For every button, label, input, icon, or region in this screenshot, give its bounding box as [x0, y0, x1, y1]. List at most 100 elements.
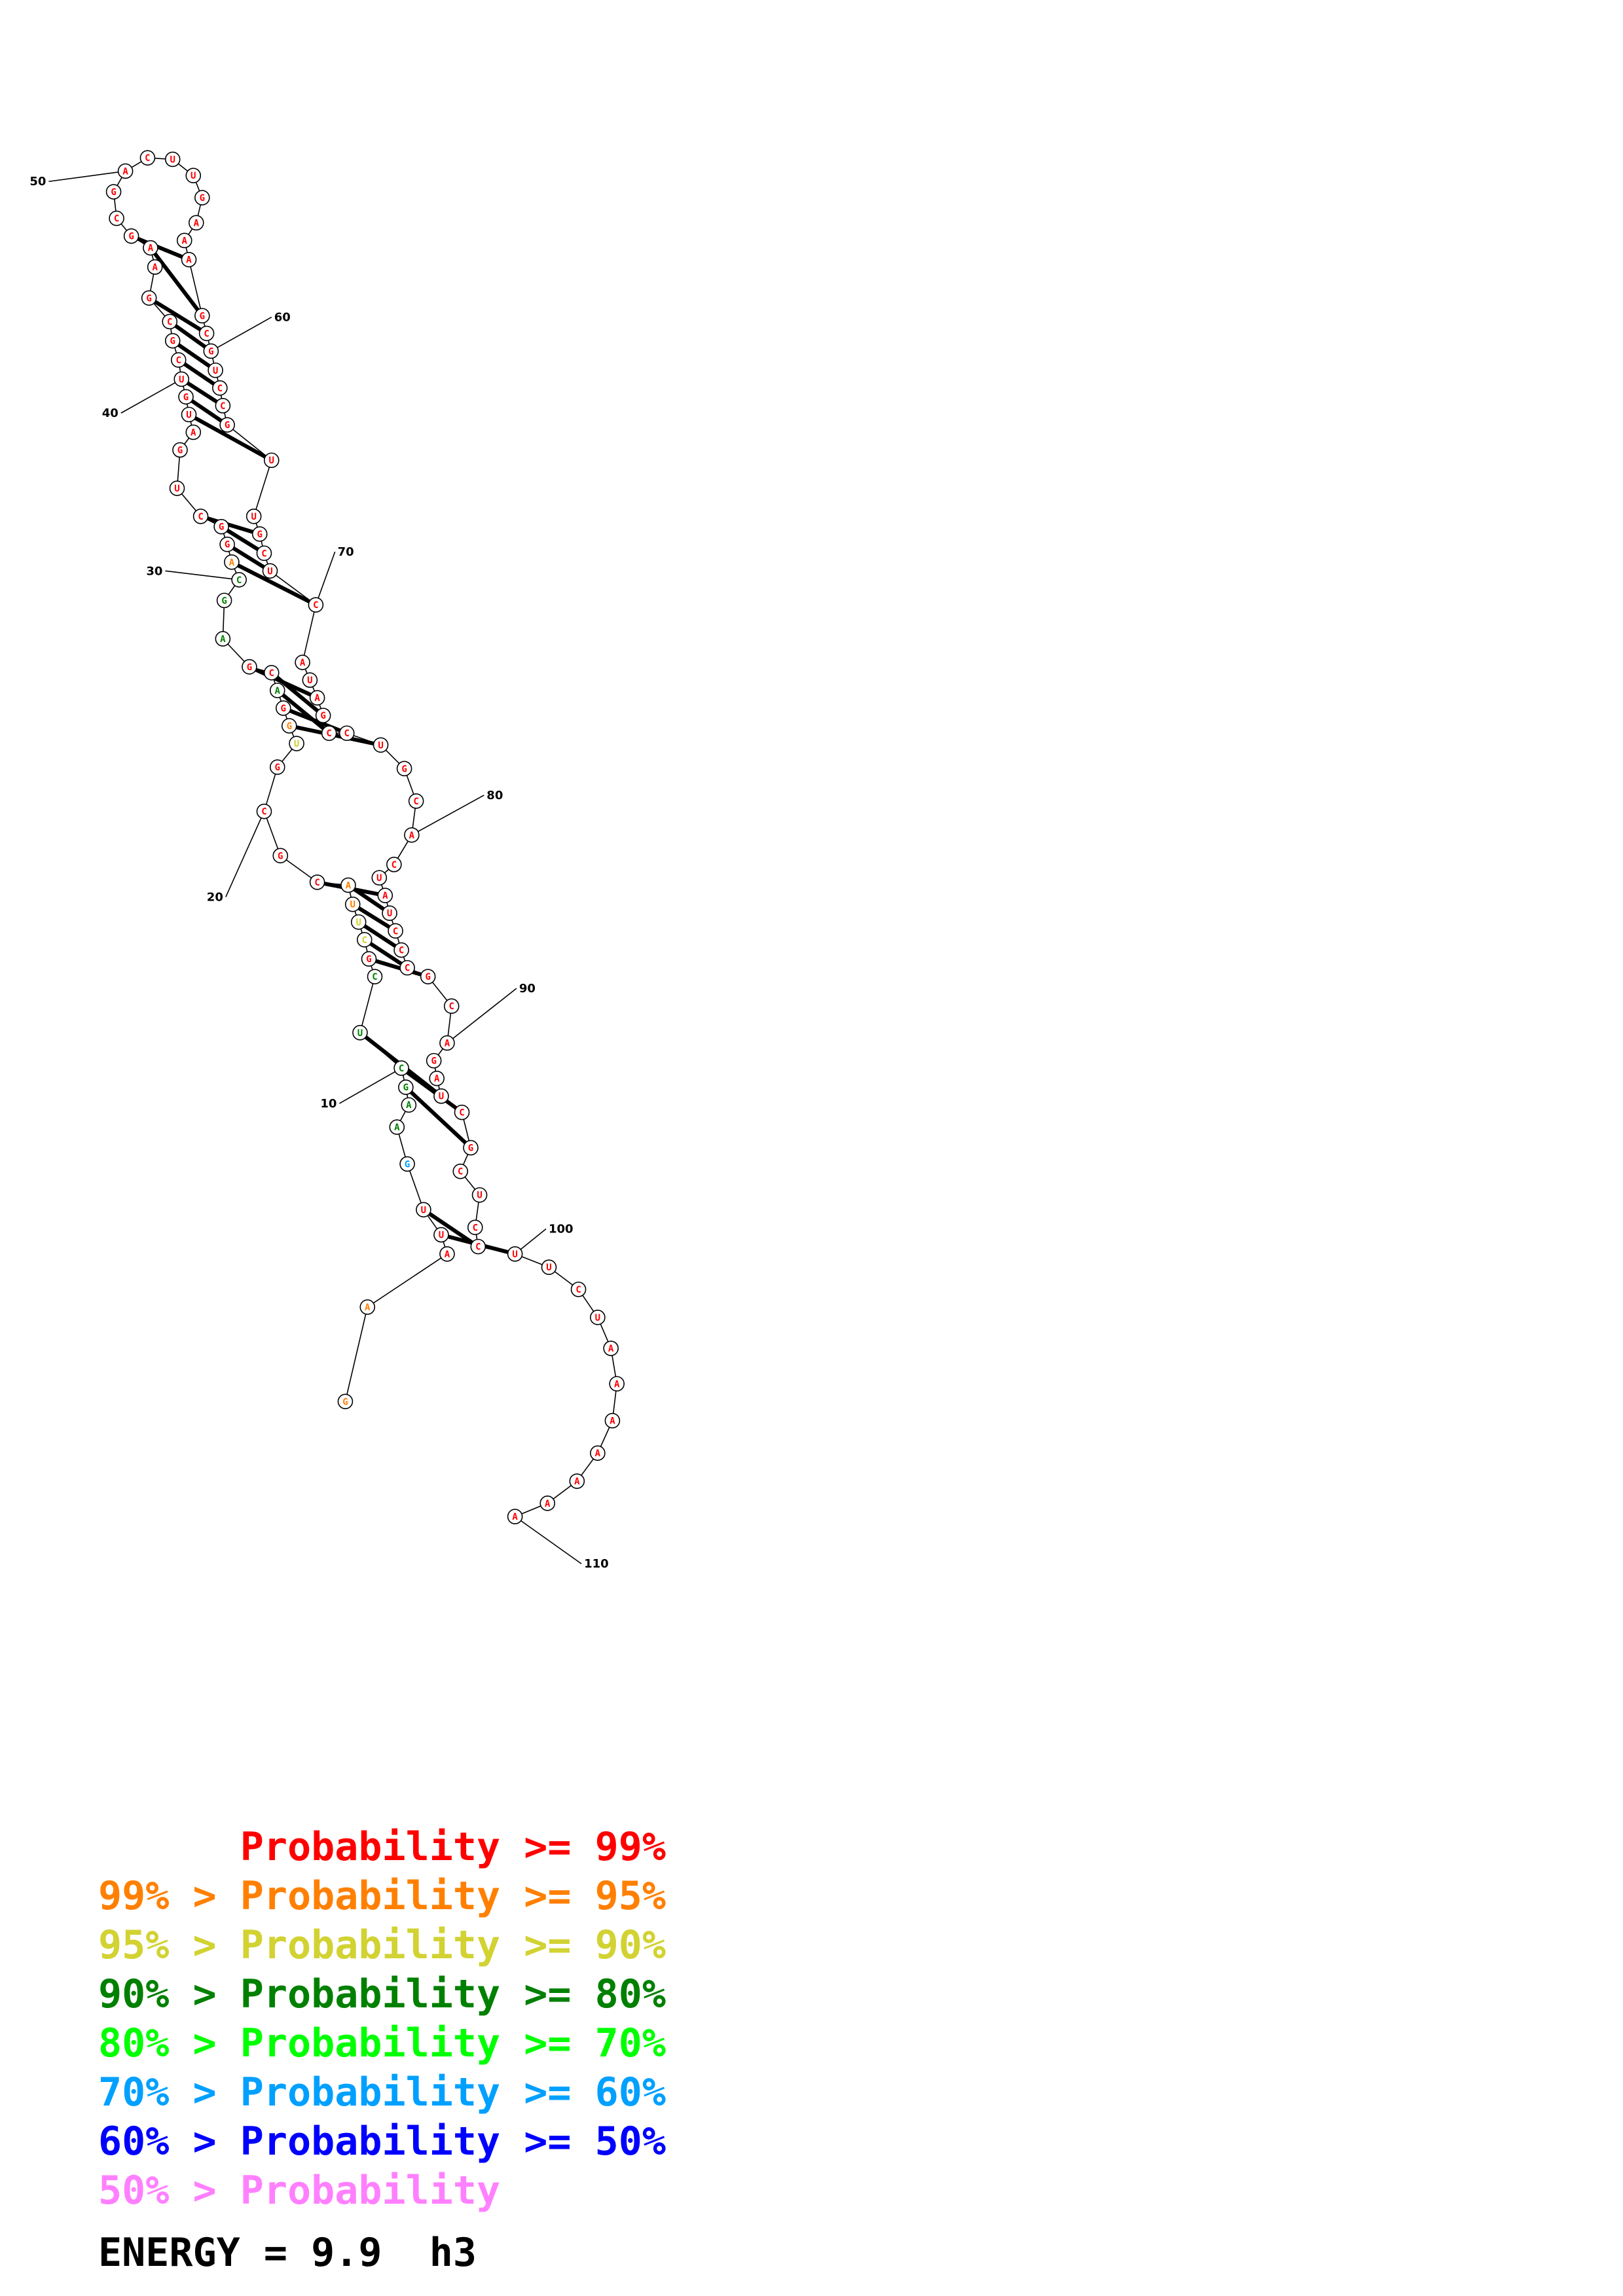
nucleotide-circle	[309, 690, 325, 706]
base-pair-line	[168, 319, 213, 353]
nucleotide-circle	[386, 857, 402, 872]
nucleotide: C	[308, 597, 324, 613]
nucleotide: A	[429, 1070, 445, 1086]
nucleotide-circle	[219, 417, 235, 433]
nucleotide: C	[452, 1163, 469, 1179]
nucleotide: U	[173, 371, 190, 387]
nucleotide: C	[212, 380, 228, 396]
nucleotide: A	[269, 683, 285, 698]
nucleotide: A	[439, 1246, 455, 1262]
nucleotide-circle	[541, 1259, 557, 1275]
nucleotide-letter: U	[439, 1230, 444, 1241]
nucleotide-circle	[117, 163, 134, 179]
nucleotide-circle	[194, 308, 210, 324]
nucleotide: C	[454, 1104, 470, 1121]
nucleotide: C	[198, 325, 215, 342]
nucleotide-letter: A	[152, 262, 158, 273]
nucleotide-circle	[213, 518, 229, 535]
nucleotide-circle	[109, 210, 124, 226]
nucleotide-letter: C	[413, 797, 418, 807]
nucleotide-circle	[377, 888, 393, 903]
nucleotide-circle	[269, 759, 285, 775]
nucleotide-letter: C	[261, 548, 266, 559]
nucleotide: G	[213, 518, 229, 535]
nucleotide: U	[208, 362, 223, 378]
position-label: 100	[549, 1223, 574, 1236]
nucleotide-circle	[352, 1025, 368, 1041]
nucleotide-circle	[188, 215, 204, 231]
nucleotide-letter: U	[179, 374, 184, 385]
nucleotide-letter: C	[392, 860, 397, 870]
nucleotide-letter: C	[473, 1223, 478, 1233]
nucleotide: U	[371, 870, 388, 886]
nucleotide-circle	[399, 960, 415, 976]
nucleotide: A	[377, 888, 393, 903]
nucleotide-circle	[172, 442, 188, 458]
nucleotide-circle	[281, 718, 297, 734]
nucleotide: G	[242, 659, 257, 675]
nucleotide-letter: U	[376, 873, 382, 884]
position-label: 20	[207, 890, 223, 904]
nucleotide: A	[224, 554, 240, 570]
nucleotide-letter: A	[314, 693, 320, 704]
nucleotide-letter: U	[546, 1263, 551, 1273]
nucleotide: A	[359, 1299, 376, 1315]
nucleotide-circle	[569, 1473, 585, 1489]
position-tick-line	[315, 551, 336, 605]
nucleotide-letter: G	[401, 764, 407, 774]
base-pair-line	[422, 1208, 479, 1249]
nucleotide-letter: C	[198, 512, 203, 522]
nucleotide: G	[272, 848, 289, 864]
nucleotide-letter: U	[174, 484, 179, 494]
nucleotide-circle	[404, 827, 420, 843]
nucleotide: U	[262, 563, 278, 579]
nucleotide-letter: U	[512, 1249, 517, 1260]
nucleotide-letter: G	[425, 972, 430, 982]
nucleotide: U	[373, 737, 389, 753]
nucleotide-letter: U	[186, 410, 191, 420]
position-tick-line	[515, 1516, 582, 1564]
nucleotide-circle	[389, 1119, 405, 1135]
nucleotide: U	[289, 736, 304, 751]
nucleotide-letter: G	[183, 392, 189, 403]
nucleotide-circle	[212, 380, 228, 396]
nucleotide: G	[396, 761, 412, 777]
nucleotide-circle	[251, 526, 268, 542]
nucleotide: A	[117, 163, 134, 179]
nucleotide: G	[194, 308, 210, 324]
nucleotide-letter: A	[409, 831, 415, 841]
nucleotide: C	[231, 572, 247, 588]
nucleotide-letter: G	[219, 522, 224, 533]
legend-row-5: 80% > Probability >= 70%	[98, 2020, 666, 2066]
nucleotide: A	[188, 215, 204, 231]
nucleotide-letter: G	[281, 704, 286, 714]
nucleotide-circle	[321, 725, 337, 742]
nucleotide-letter: G	[403, 1083, 409, 1093]
base-pair-line	[180, 377, 224, 408]
nucleotide-circle	[309, 874, 325, 890]
nucleotide-circle	[609, 1376, 625, 1392]
nucleotide: C	[470, 1238, 486, 1255]
nucleotide-letter: A	[394, 1122, 400, 1133]
base-pair-line	[404, 1086, 473, 1149]
nucleotide-circle	[143, 240, 158, 256]
nucleotide: C	[162, 314, 178, 330]
nucleotide-circle	[433, 1227, 449, 1243]
nucleotide-letter: A	[148, 243, 154, 254]
nucleotide-letter: G	[111, 187, 116, 198]
nucleotide-letter: U	[477, 1191, 482, 1201]
nucleotide-circle	[507, 1509, 523, 1524]
nucleotide: A	[143, 240, 158, 256]
nucleotide-circle	[203, 343, 219, 359]
nucleotide-letter: A	[275, 686, 281, 696]
nucleotide-letter: A	[365, 1302, 371, 1313]
nucleotide-circle	[263, 452, 280, 469]
nucleotide: U	[246, 509, 262, 524]
position-label: 50	[29, 175, 46, 188]
nucleotide-circle	[185, 424, 202, 440]
nucleotide-circle	[373, 737, 389, 753]
nucleotide: C	[263, 665, 280, 681]
nucleotide: U	[382, 905, 397, 922]
nucleotide-circle	[246, 509, 262, 524]
nucleotide-circle	[603, 1340, 619, 1356]
